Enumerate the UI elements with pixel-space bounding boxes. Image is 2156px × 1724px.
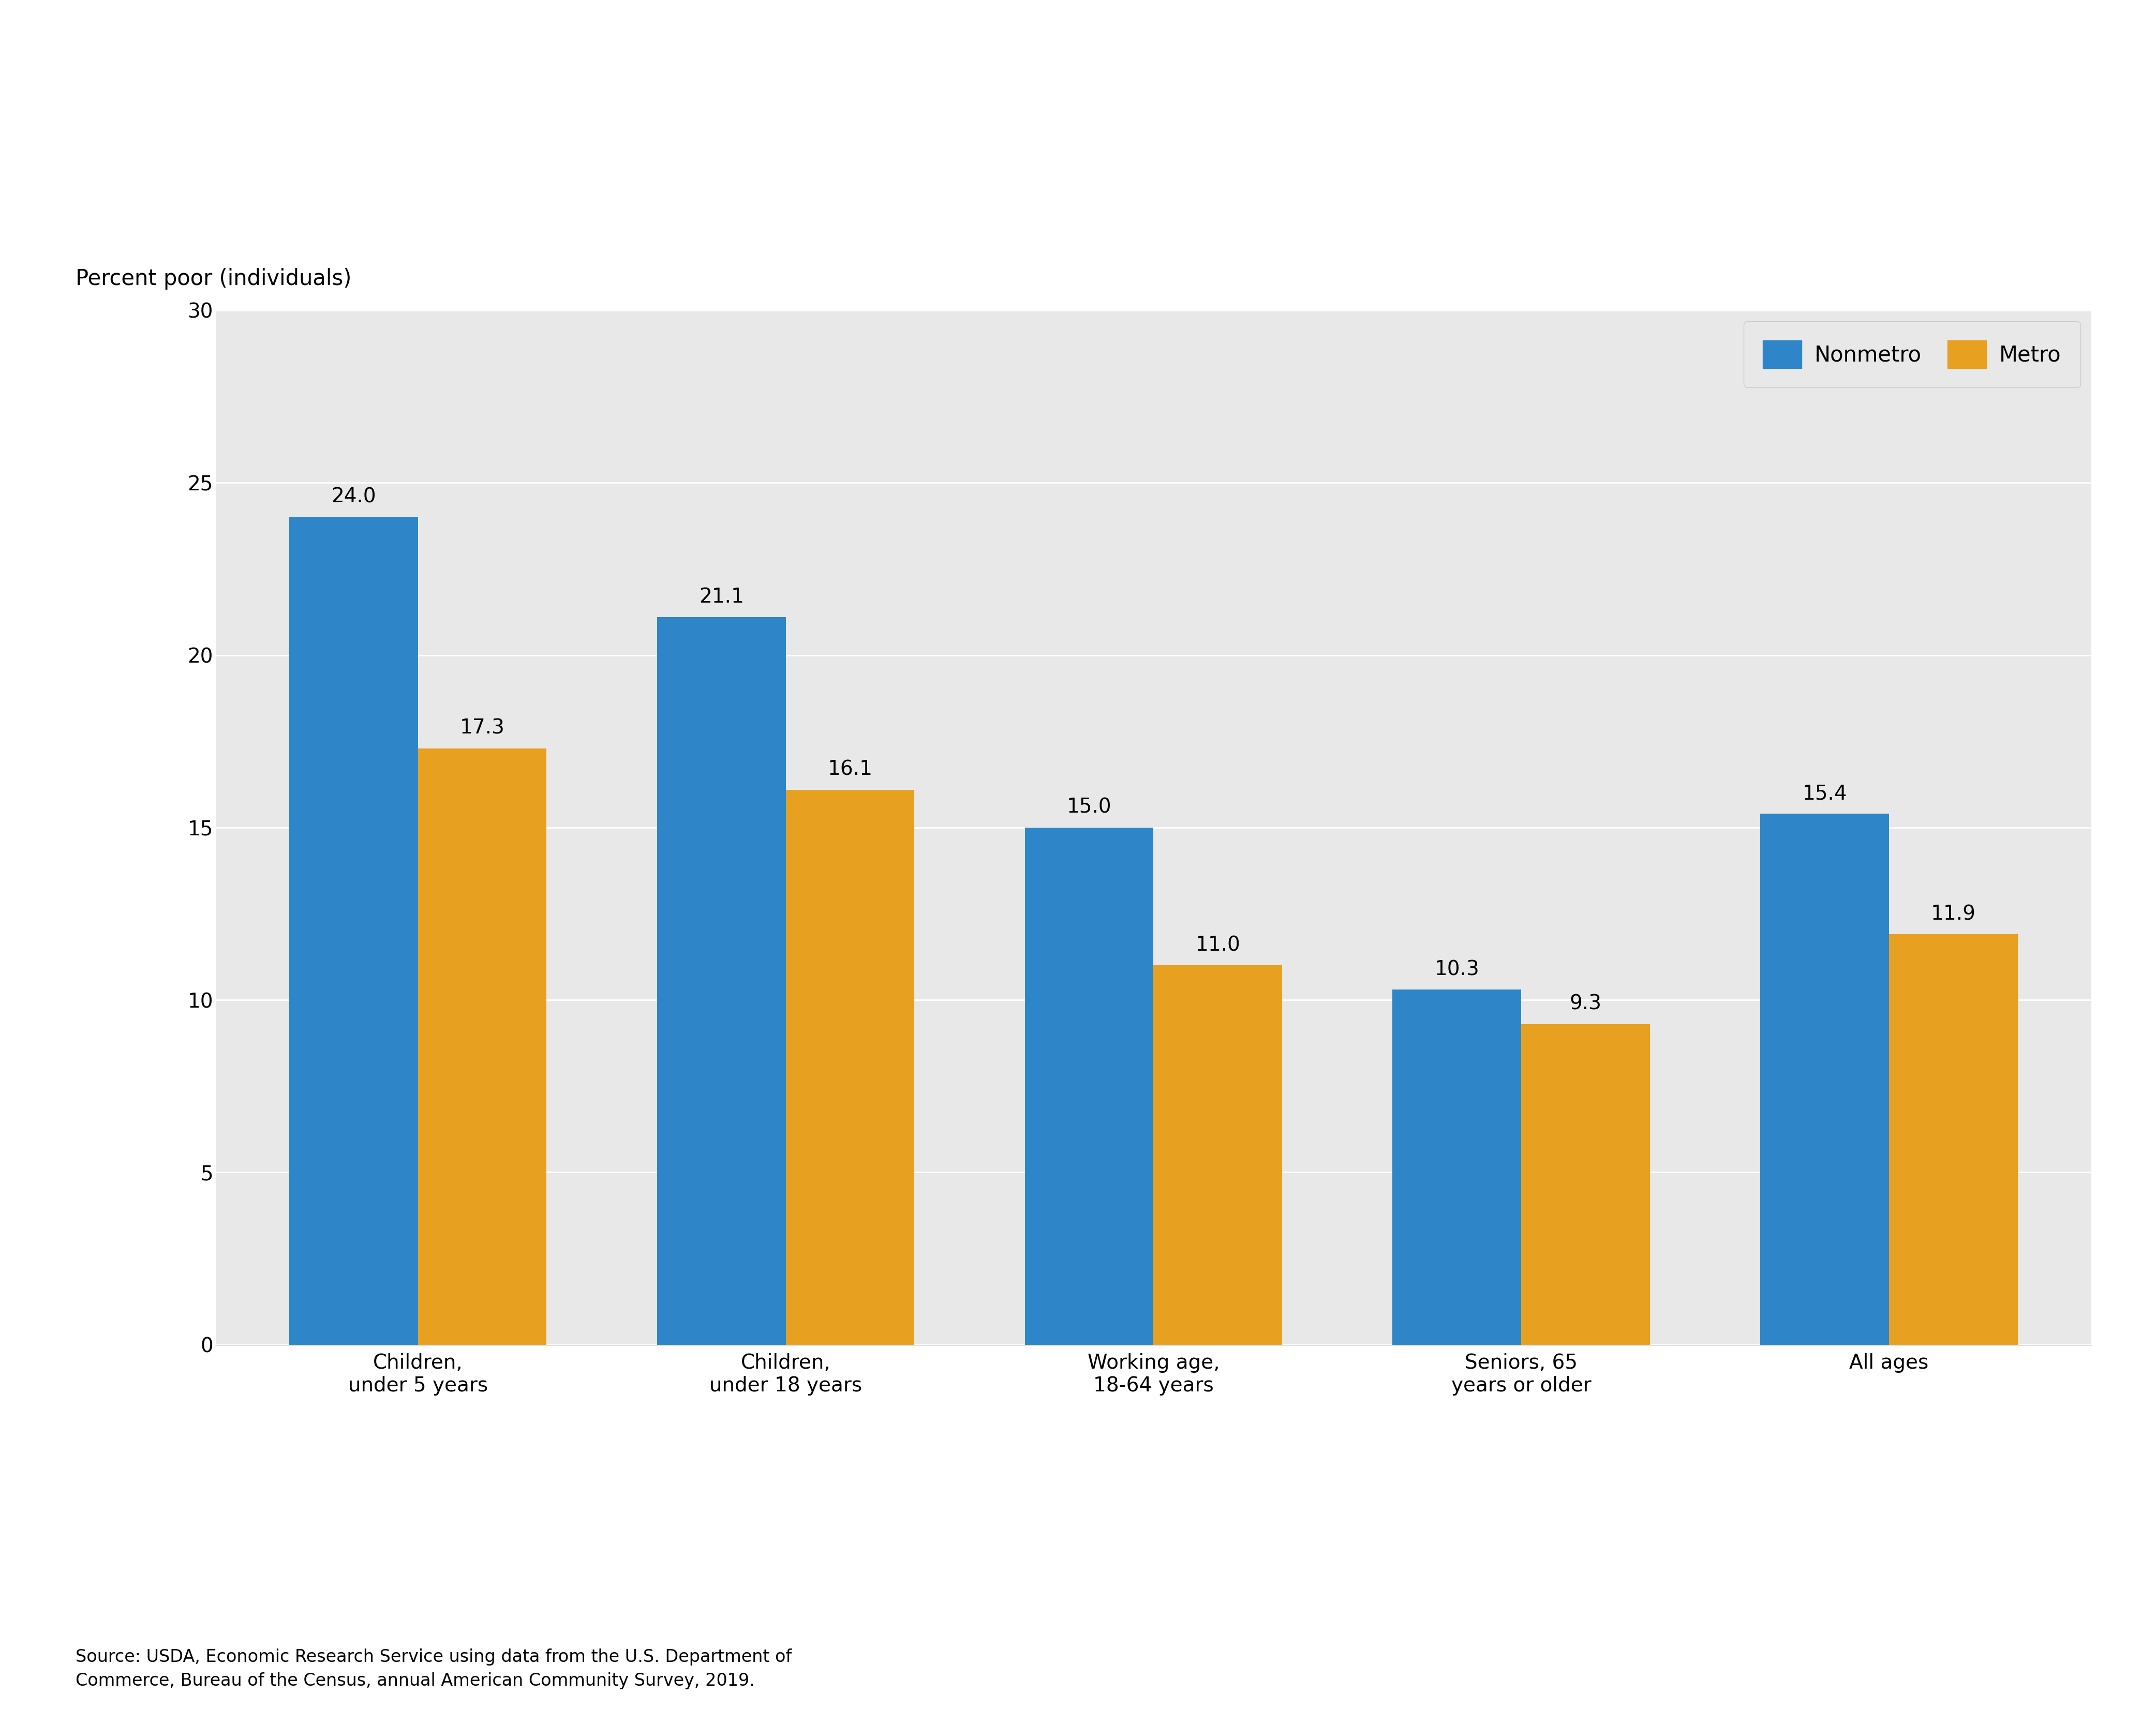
Text: 11.0: 11.0: [1194, 936, 1240, 955]
Text: 21.1: 21.1: [699, 588, 744, 607]
Text: Poverty rates by age group and metro/nonmetro residence, 2019: Poverty rates by age group and metro/non…: [54, 81, 1272, 114]
Bar: [1522, 1024, 1649, 1345]
Bar: [1024, 828, 1153, 1345]
Text: 11.9: 11.9: [1932, 905, 1975, 924]
Bar: [1393, 990, 1522, 1345]
Bar: [418, 748, 548, 1345]
Legend: Nonmetro, Metro: Nonmetro, Metro: [1744, 321, 2081, 388]
Text: 9.3: 9.3: [1570, 995, 1602, 1014]
Text: 15.0: 15.0: [1067, 798, 1112, 817]
Bar: [1153, 965, 1283, 1345]
Bar: [1759, 814, 1889, 1345]
Bar: [658, 617, 785, 1345]
Text: 17.3: 17.3: [459, 719, 505, 738]
Bar: [289, 517, 418, 1345]
Text: 16.1: 16.1: [828, 760, 873, 779]
Bar: [785, 790, 914, 1345]
Text: Percent poor (individuals): Percent poor (individuals): [75, 267, 351, 290]
Text: 24.0: 24.0: [332, 488, 375, 507]
Text: Source: USDA, Economic Research Service using data from the U.S. Department of
C: Source: USDA, Economic Research Service …: [75, 1648, 791, 1690]
Bar: [1889, 934, 2018, 1345]
Text: 15.4: 15.4: [1802, 784, 1848, 803]
Text: 10.3: 10.3: [1434, 960, 1479, 979]
